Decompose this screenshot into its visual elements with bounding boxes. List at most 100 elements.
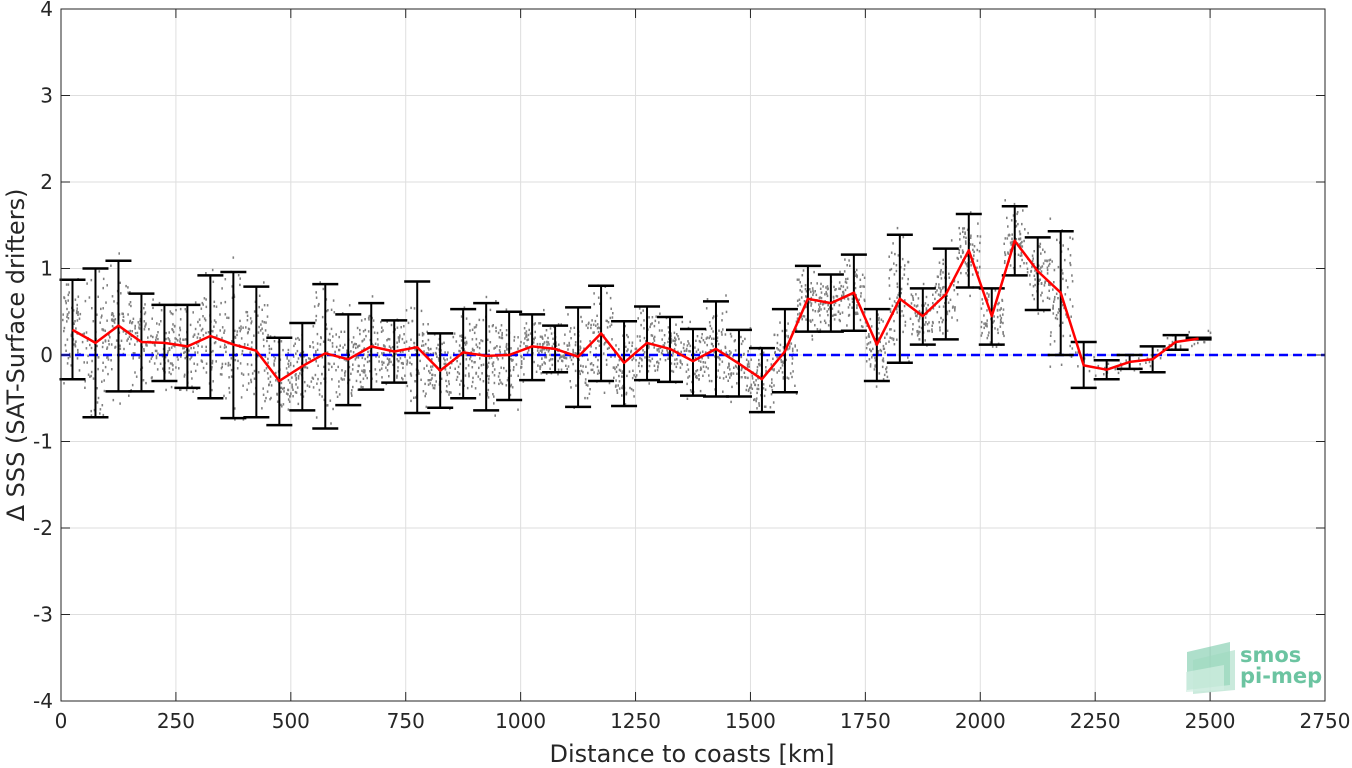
data-point — [616, 391, 619, 394]
data-point — [711, 337, 713, 340]
data-point — [204, 319, 207, 322]
data-point — [548, 343, 550, 346]
data-point — [587, 322, 590, 326]
data-point — [725, 375, 727, 378]
data-point — [375, 355, 377, 358]
data-point — [886, 375, 889, 379]
data-point — [356, 326, 359, 330]
data-point — [538, 322, 540, 325]
data-point — [397, 359, 399, 363]
data-point — [493, 381, 496, 385]
data-point — [86, 282, 88, 285]
data-point — [431, 373, 434, 377]
data-point — [869, 348, 871, 351]
data-point — [653, 337, 655, 340]
data-point — [1049, 365, 1052, 368]
data-point — [406, 363, 408, 366]
data-point — [434, 374, 436, 377]
data-point — [877, 327, 879, 330]
data-point — [65, 349, 67, 352]
data-point — [355, 355, 358, 358]
data-point — [136, 331, 139, 335]
data-point — [328, 368, 330, 371]
data-point — [380, 330, 383, 333]
data-point — [676, 358, 678, 361]
data-point — [632, 357, 635, 360]
data-point — [341, 378, 344, 381]
data-point — [1049, 334, 1052, 337]
data-point — [833, 285, 835, 289]
data-point — [685, 349, 688, 352]
data-point — [835, 294, 838, 298]
data-point — [971, 243, 974, 246]
data-point — [361, 356, 364, 360]
data-point — [365, 334, 367, 338]
data-point — [357, 388, 359, 391]
data-point — [448, 382, 450, 386]
data-point — [758, 404, 761, 407]
data-point — [614, 355, 616, 358]
data-point — [225, 345, 227, 349]
data-point — [110, 264, 112, 267]
data-point — [1004, 260, 1006, 263]
data-point — [902, 330, 904, 334]
data-point — [598, 371, 601, 375]
data-point — [633, 395, 635, 398]
data-point — [110, 359, 112, 362]
data-point — [597, 296, 600, 299]
data-point — [744, 337, 746, 341]
data-point — [680, 350, 682, 354]
data-point — [1023, 262, 1025, 265]
data-point — [332, 299, 335, 302]
data-point — [120, 339, 123, 342]
data-point — [348, 378, 351, 382]
data-point — [667, 326, 670, 329]
data-point — [925, 309, 928, 312]
data-point — [736, 382, 738, 385]
data-point — [765, 369, 767, 373]
data-point — [122, 319, 124, 322]
data-point — [90, 374, 92, 378]
x-tick-label: 2250 — [1070, 709, 1121, 733]
data-point — [787, 322, 789, 325]
data-point — [748, 365, 750, 368]
data-point — [156, 322, 158, 325]
data-point — [263, 281, 265, 284]
data-point — [335, 345, 338, 349]
data-point — [1043, 310, 1045, 313]
logo-text-smos: smos — [1240, 643, 1301, 667]
data-point — [541, 350, 543, 353]
data-point — [229, 363, 231, 367]
data-point — [371, 295, 374, 298]
data-point — [183, 338, 185, 341]
y-axis-label: Δ SSS (SAT-Surface drifters) — [2, 189, 30, 522]
data-point — [277, 380, 279, 383]
data-point — [501, 334, 503, 337]
data-point — [381, 376, 383, 379]
data-point — [429, 382, 432, 385]
data-point — [506, 379, 509, 382]
data-point — [605, 363, 608, 366]
data-point — [802, 269, 805, 272]
data-point — [537, 364, 539, 367]
data-point — [897, 305, 900, 308]
data-point — [421, 334, 424, 337]
data-point — [230, 357, 233, 360]
data-point — [305, 360, 308, 364]
data-point — [420, 309, 423, 313]
data-point — [63, 382, 65, 385]
data-point — [471, 349, 474, 352]
data-point — [721, 319, 723, 322]
data-point — [721, 360, 724, 363]
data-point — [478, 318, 481, 322]
data-point — [632, 389, 635, 392]
data-point — [545, 354, 547, 357]
data-point — [527, 333, 530, 337]
data-point — [906, 282, 909, 286]
data-point — [1040, 266, 1042, 269]
data-point — [282, 403, 285, 406]
data-point — [730, 400, 732, 404]
data-point — [178, 333, 180, 337]
data-point — [966, 269, 969, 272]
data-point — [281, 387, 284, 391]
